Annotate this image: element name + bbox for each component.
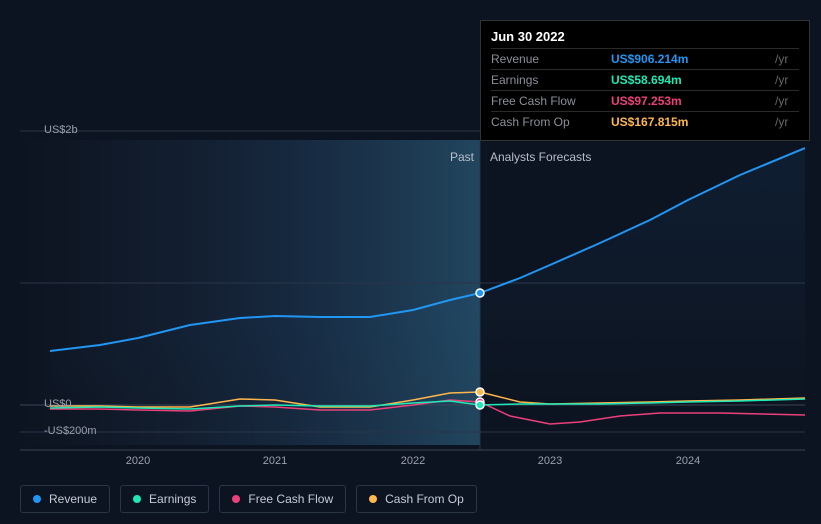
x-tick-2020: 2020: [126, 455, 150, 467]
tooltip-label: Earnings: [491, 70, 611, 91]
legend-item-earnings[interactable]: Earnings: [120, 485, 209, 513]
tooltip-unit: /yr: [771, 70, 799, 91]
x-tick-2023: 2023: [538, 455, 562, 467]
tooltip-label: Cash From Op: [491, 112, 611, 133]
tooltip-value: US$58.694m: [611, 70, 771, 91]
tooltip-row-earnings: Earnings US$58.694m /yr: [491, 70, 799, 91]
legend-dot-icon: [33, 495, 41, 503]
legend-item-fcf[interactable]: Free Cash Flow: [219, 485, 346, 513]
tooltip-table: Revenue US$906.214m /yr Earnings US$58.6…: [491, 48, 799, 132]
tooltip-row-revenue: Revenue US$906.214m /yr: [491, 49, 799, 70]
x-tick-2021: 2021: [263, 455, 287, 467]
legend-label: Earnings: [149, 492, 196, 506]
legend: Revenue Earnings Free Cash Flow Cash Fro…: [20, 485, 477, 513]
legend-dot-icon: [369, 495, 377, 503]
y-label-2b: US$2b: [44, 124, 78, 136]
tooltip-label: Revenue: [491, 49, 611, 70]
legend-dot-icon: [232, 495, 240, 503]
legend-label: Free Cash Flow: [248, 492, 333, 506]
tooltip-value: US$97.253m: [611, 91, 771, 112]
tooltip-label: Free Cash Flow: [491, 91, 611, 112]
tooltip-row-cfo: Cash From Op US$167.815m /yr: [491, 112, 799, 133]
tooltip-title: Jun 30 2022: [491, 29, 799, 44]
tooltip-unit: /yr: [771, 112, 799, 133]
tooltip-value: US$906.214m: [611, 49, 771, 70]
x-tick-2024: 2024: [676, 455, 700, 467]
tooltip-unit: /yr: [771, 49, 799, 70]
past-label: Past: [450, 150, 474, 164]
y-label-0: US$0: [44, 398, 72, 410]
y-label-neg: -US$200m: [44, 425, 97, 437]
financial-chart: US$2b US$0 -US$200m Past Analysts Foreca…: [0, 0, 821, 524]
legend-item-cfo[interactable]: Cash From Op: [356, 485, 477, 513]
legend-label: Cash From Op: [385, 492, 464, 506]
legend-item-revenue[interactable]: Revenue: [20, 485, 110, 513]
tooltip-value: US$167.815m: [611, 112, 771, 133]
legend-label: Revenue: [49, 492, 97, 506]
tooltip-row-fcf: Free Cash Flow US$97.253m /yr: [491, 91, 799, 112]
legend-dot-icon: [133, 495, 141, 503]
tooltip-unit: /yr: [771, 91, 799, 112]
forecast-label: Analysts Forecasts: [490, 150, 591, 164]
x-tick-2022: 2022: [401, 455, 425, 467]
chart-tooltip: Jun 30 2022 Revenue US$906.214m /yr Earn…: [480, 20, 810, 141]
